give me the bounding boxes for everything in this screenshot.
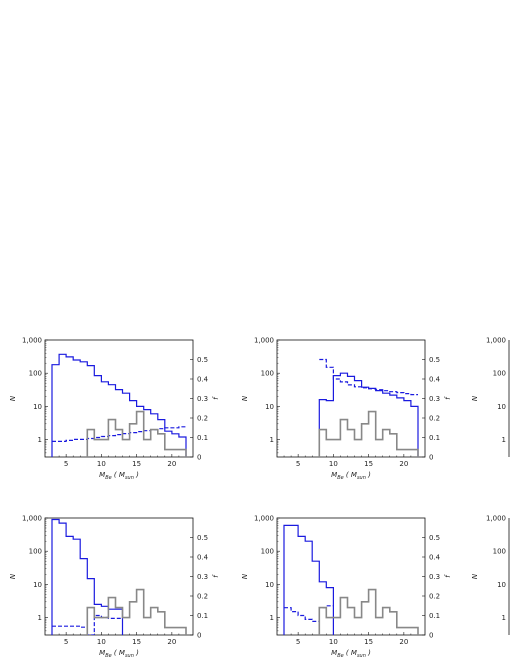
y-left-tick-label: 10 xyxy=(497,403,506,411)
y-right-tick-label: 0 xyxy=(429,454,433,462)
y-left-tick-label: 10 xyxy=(265,581,274,589)
x-axis-label: MBe ( Msun ) xyxy=(99,471,139,481)
y-right-tick-label: 0.4 xyxy=(429,554,441,562)
x-tick-label: 10 xyxy=(329,460,338,468)
y-left-tick-label: 1,000 xyxy=(22,337,42,345)
series-count-solid-line xyxy=(51,353,187,457)
y-left-tick-label: 1,000 xyxy=(254,515,274,523)
y-right-axis-label: f xyxy=(444,574,452,578)
y-left-tick-label: 100 xyxy=(29,548,42,556)
y-left-tick-label: 1 xyxy=(38,614,42,622)
y-left-tick-label: 10 xyxy=(33,403,42,411)
y-right-tick-label: 0.3 xyxy=(429,395,440,403)
x-tick-label: 10 xyxy=(97,460,106,468)
x-tick-label: 20 xyxy=(399,638,408,646)
chart-panel-top-middle: 5 10 15 20 1 10 100 1,000 0 0.1 0.2 0.3 0.4 0.5 N f MBe … xyxy=(241,337,452,482)
x-axis-label: MBe ( Msun ) xyxy=(331,649,371,659)
x-tick-label: 15 xyxy=(364,638,373,646)
y-right-axis-label: f xyxy=(444,396,452,400)
y-left-tick-label: 1 xyxy=(38,436,42,444)
x-axis-label: MBe ( Msun ) xyxy=(99,649,139,659)
y-left-axis-label: N xyxy=(471,395,479,401)
chart-panel-bottom-left: 5 10 15 20 1 10 100 1,000 0 0.1 0.2 0.3 0.4 0.5 N f MBe … xyxy=(9,515,220,660)
y-left-tick-label: 1 xyxy=(502,436,506,444)
y-left-axis-label: N xyxy=(9,395,17,401)
y-right-tick-label: 0.2 xyxy=(429,415,440,423)
y-right-tick-label: 0.3 xyxy=(429,573,440,581)
series-count-solid-line xyxy=(318,372,419,457)
y-left-tick-label: 100 xyxy=(493,548,506,556)
y-right-tick-label: 0.2 xyxy=(197,415,208,423)
x-tick-label: 15 xyxy=(132,460,141,468)
y-left-tick-label: 1 xyxy=(270,614,274,622)
plot-frame xyxy=(44,339,194,458)
x-tick-label: 20 xyxy=(399,460,408,468)
plot-frame xyxy=(44,517,194,636)
y-left-tick-label: 1,000 xyxy=(254,337,274,345)
y-right-tick-label: 0.1 xyxy=(429,434,440,442)
y-right-tick-label: 0.2 xyxy=(429,593,440,601)
x-tick-label: 15 xyxy=(132,638,141,646)
y-left-tick-label: 100 xyxy=(493,370,506,378)
y-right-tick-label: 0.5 xyxy=(429,534,440,542)
y-right-tick-label: 0 xyxy=(197,632,201,640)
x-axis-label: MBe ( Msun ) xyxy=(331,471,371,481)
y-left-tick-label: 100 xyxy=(261,370,274,378)
x-tick-label: 5 xyxy=(296,638,300,646)
series-observed-gray-line xyxy=(318,588,419,635)
y-right-tick-label: 0.4 xyxy=(429,376,441,384)
y-right-tick-label: 0.4 xyxy=(197,376,209,384)
y-right-tick-label: 0.1 xyxy=(197,434,208,442)
y-right-tick-label: 0.2 xyxy=(197,593,208,601)
y-right-tick-label: 0.1 xyxy=(429,612,440,620)
chart-panel-top-left: 5 10 15 20 1 10 100 1,000 0 0.1 0.2 0.3 0.4 0.5 N f MBe … xyxy=(9,337,220,482)
x-tick-label: 10 xyxy=(329,638,338,646)
y-left-tick-label: 100 xyxy=(29,370,42,378)
x-tick-label: 15 xyxy=(364,460,373,468)
y-left-tick-label: 1,000 xyxy=(486,337,506,345)
y-left-tick-label: 1 xyxy=(502,614,506,622)
x-tick-label: 10 xyxy=(97,638,106,646)
y-left-tick-label: 1 xyxy=(270,436,274,444)
y-right-tick-label: 0.5 xyxy=(197,356,208,364)
series-observed-gray-line xyxy=(86,410,187,457)
chart-panel-top-right-partial: 1 10 100 1,000 N xyxy=(471,337,510,457)
x-tick-label: 5 xyxy=(64,638,68,646)
y-left-axis-label: N xyxy=(241,573,249,579)
y-left-axis-label: N xyxy=(9,573,17,579)
y-left-tick-label: 1,000 xyxy=(22,515,42,523)
y-right-tick-label: 0.4 xyxy=(197,554,209,562)
y-right-tick-label: 0.1 xyxy=(197,612,208,620)
series-count-solid-line xyxy=(283,524,334,635)
x-tick-label: 20 xyxy=(167,460,176,468)
x-tick-label: 5 xyxy=(64,460,68,468)
series-fraction-dashed-line xyxy=(319,358,418,396)
y-left-axis-label: N xyxy=(241,395,249,401)
y-left-axis-label: N xyxy=(471,573,479,579)
y-right-axis-label: f xyxy=(212,574,220,578)
y-left-tick-label: 10 xyxy=(265,403,274,411)
y-right-tick-label: 0.3 xyxy=(197,395,208,403)
series-fraction-dashed-line xyxy=(52,426,186,442)
chart-panel-bottom-middle: 5 10 15 20 1 10 100 1,000 0 0.1 0.2 0.3 0.4 0.5 N f MBe … xyxy=(241,515,452,660)
series-observed-gray-line xyxy=(318,410,419,457)
plot-frame xyxy=(276,517,426,636)
x-tick-label: 5 xyxy=(296,460,300,468)
y-right-tick-label: 0.3 xyxy=(197,573,208,581)
y-left-tick-label: 10 xyxy=(497,581,506,589)
y-right-tick-label: 0.5 xyxy=(429,356,440,364)
y-right-tick-label: 0 xyxy=(429,632,433,640)
y-left-tick-label: 1,000 xyxy=(486,515,506,523)
y-left-tick-label: 100 xyxy=(261,548,274,556)
series-observed-gray-line xyxy=(86,588,187,635)
x-tick-label: 20 xyxy=(167,638,176,646)
y-right-tick-label: 0.5 xyxy=(197,534,208,542)
chart-panel-bottom-right-partial: 1 10 100 1,000 N xyxy=(471,515,510,635)
y-left-tick-label: 10 xyxy=(33,581,42,589)
y-right-tick-label: 0 xyxy=(197,454,201,462)
y-right-axis-label: f xyxy=(212,396,220,400)
